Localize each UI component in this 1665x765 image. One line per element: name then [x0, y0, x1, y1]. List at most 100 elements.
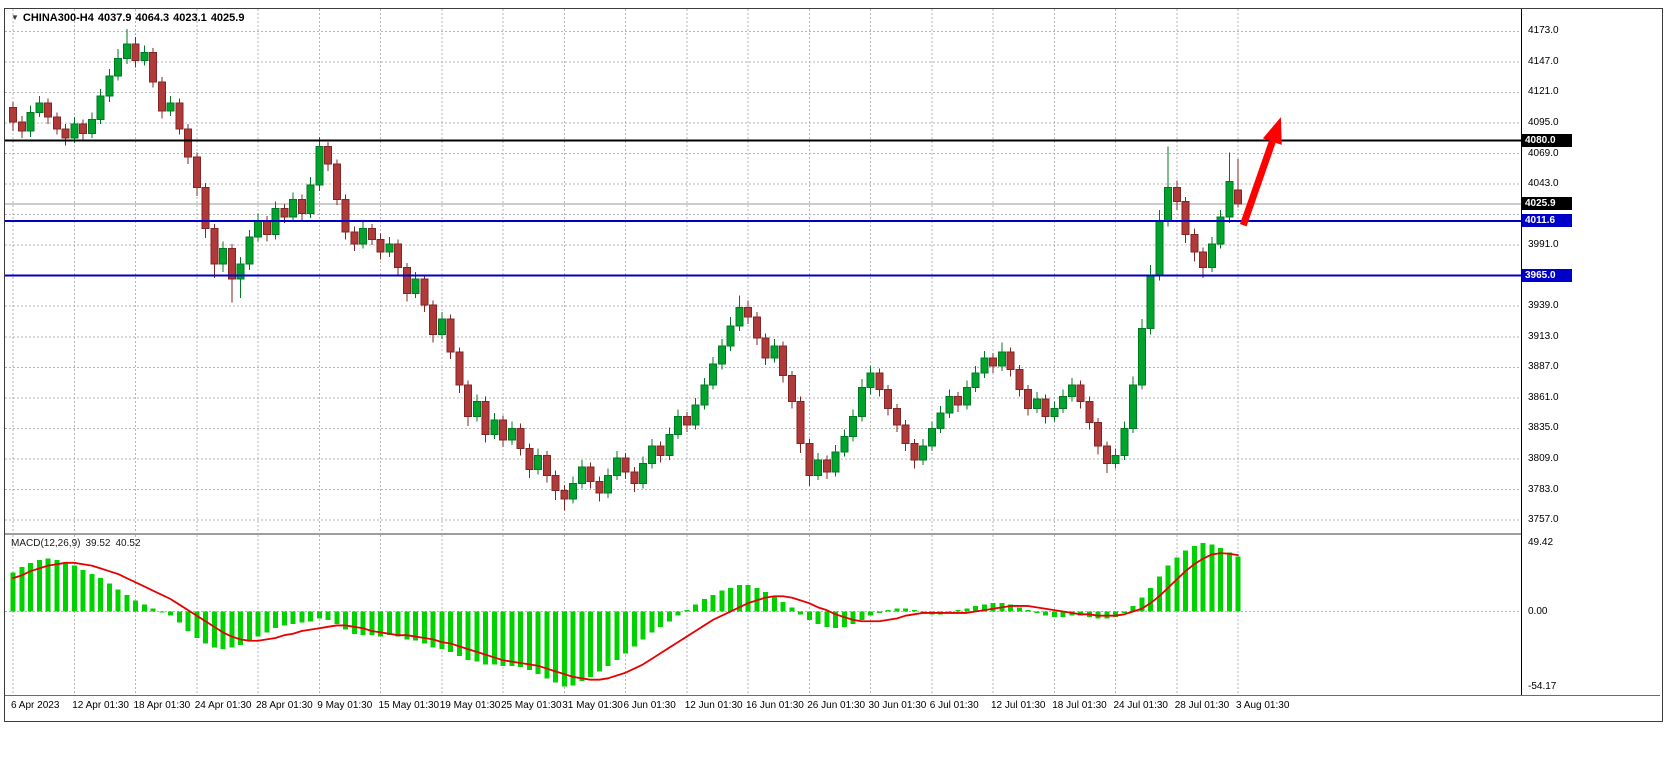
macd-histogram-bar [1130, 605, 1136, 612]
price-scale[interactable]: 4173.0 4147.0 4121.0 4095.0 4069.0 4043.0 3991… [1522, 9, 1660, 695]
macd-histogram-bar [1043, 611, 1048, 616]
candle-body-up [1050, 407, 1059, 418]
candle-body-up [927, 427, 936, 447]
candle-body-up [114, 57, 122, 77]
macd-histogram-bar [150, 608, 156, 612]
time-axis-label: 28 Apr 01:30 [256, 700, 313, 711]
macd-histogram-bar [570, 611, 576, 686]
macd-histogram-bar [911, 610, 917, 612]
candle-body-down [192, 156, 201, 189]
macd-histogram-bar [833, 611, 838, 629]
candle-body-up [735, 306, 744, 327]
price-tick-label: 3809.0 [1528, 452, 1559, 464]
candle-body-down [52, 116, 61, 130]
macd-histogram-bar [763, 592, 768, 612]
macd-histogram-bar [483, 611, 488, 665]
candle-body-up [919, 445, 927, 461]
macd-histogram-bar [526, 611, 532, 670]
macd-histogram-bar [876, 611, 882, 613]
macd-histogram-bar [430, 611, 436, 648]
time-axis-label: 18 Apr 01:30 [133, 700, 191, 711]
macd-histogram-bar [203, 611, 208, 644]
trend-arrow-head[interactable] [1262, 117, 1282, 145]
macd-panel[interactable] [5, 535, 1521, 695]
time-axis-label: 19 May 01:30 [439, 700, 501, 711]
price-tick-label: 3757.0 [1528, 514, 1559, 526]
candle-body-down [516, 427, 525, 449]
macd-histogram-bar [1200, 542, 1206, 612]
macd-histogram-bar [238, 611, 243, 645]
macd-histogram-bar [439, 611, 445, 650]
time-axis[interactable]: 6 Apr 2023 12 Apr 01:30 18 Apr 01:30 24 Apr… [5, 696, 1660, 719]
macd-histogram-bar [509, 611, 515, 666]
candle-body-down [175, 102, 184, 130]
candle-body-up [612, 457, 621, 476]
candle-body-down [901, 424, 910, 445]
candle-body-down [805, 443, 814, 476]
candle-body-down [884, 389, 892, 409]
current-price-badge: 4025.9 [1522, 197, 1572, 211]
candle-body-down [9, 107, 17, 123]
candle-body-up [359, 228, 367, 245]
candle-body-up [945, 396, 954, 414]
main-chart-panel[interactable] [5, 9, 1521, 533]
macd-histogram-bar [229, 611, 235, 648]
macd-histogram-bar [1008, 604, 1013, 612]
candle-body-down [1015, 369, 1024, 391]
macd-histogram-bar [850, 611, 856, 625]
macd-histogram-bar [316, 611, 322, 619]
candle-body-down [1102, 445, 1111, 465]
macd-histogram-bar [343, 611, 348, 630]
trend-arrow-shaft[interactable] [1239, 140, 1276, 227]
candle-body-up [245, 236, 254, 265]
macd-histogram-bar [176, 611, 182, 623]
macd-tick-label: -54.17 [1528, 680, 1557, 692]
candle-body-down [324, 145, 332, 165]
macd-histogram-bar [1025, 610, 1031, 612]
macd-histogram-bar [649, 611, 655, 633]
macd-histogram-bar [98, 578, 103, 612]
candle-body-up [437, 318, 446, 335]
candle-body-up [577, 466, 586, 485]
macd-histogram-bar [10, 572, 16, 612]
macd-histogram-bar [640, 611, 646, 640]
macd-histogram-bar [168, 611, 173, 616]
candle-body-down [1234, 189, 1242, 205]
chart-inner: 6 Apr 2023 12 Apr 01:30 18 Apr 01:30 24 Apr… [5, 9, 1660, 719]
candle-body-up [691, 404, 700, 426]
candle-body-down [630, 471, 639, 485]
symbol-dropdown-icon: ▼ [11, 13, 19, 22]
candle-body-down [17, 121, 26, 132]
candle-body-up [1032, 398, 1041, 409]
candle-body-down [1085, 400, 1094, 424]
macd-histogram-bar [369, 611, 375, 636]
candle-body-down [402, 266, 411, 294]
price-scale-divider [1521, 9, 1522, 695]
macd-histogram-bar [185, 611, 191, 631]
macd-tick-label: 49.42 [1528, 536, 1554, 548]
candle-body-up [857, 386, 866, 418]
macd-histogram-bar [745, 585, 751, 612]
candle-body-up [831, 451, 840, 473]
candle-body-up [70, 123, 79, 139]
macd-histogram-bar [1191, 546, 1197, 612]
panel-separator[interactable] [5, 533, 1660, 535]
candle-body-down [822, 459, 831, 473]
candle-body-down [910, 443, 919, 461]
candle-body-down [744, 306, 752, 318]
time-axis-label: 31 May 01:30 [562, 700, 623, 711]
time-axis-label: 18 Jul 01:30 [1052, 700, 1107, 711]
time-axis-label: 3 Aug 01:30 [1236, 700, 1290, 711]
candle-body-up [166, 102, 175, 112]
macd-histogram-bar [1218, 548, 1223, 612]
macd-histogram-bar [255, 611, 261, 637]
macd-histogram-bar [605, 611, 611, 666]
price-line-badge: 4080.0 [1522, 133, 1572, 147]
macd-histogram-bar [448, 611, 453, 652]
macd-histogram-bar [141, 604, 147, 612]
candle-body-up [1164, 187, 1172, 221]
macd-histogram-bar [246, 611, 252, 641]
ohlc-high: 4064.3 [135, 12, 170, 24]
macd-histogram-bar [308, 611, 313, 622]
macd-histogram-bar [815, 611, 821, 625]
